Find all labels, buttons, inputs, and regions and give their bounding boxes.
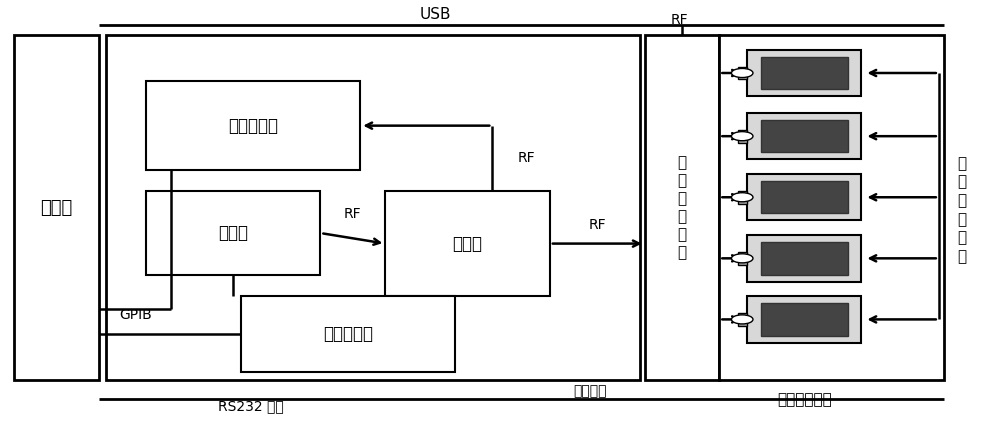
Text: 信号源: 信号源 bbox=[218, 224, 248, 242]
Text: 高低温实验箱: 高低温实验箱 bbox=[777, 392, 832, 407]
Text: GPIB: GPIB bbox=[119, 308, 152, 322]
Circle shape bbox=[731, 193, 753, 202]
Text: 程
控
多
路
开
关: 程 控 多 路 开 关 bbox=[677, 155, 687, 260]
Bar bbox=[738, 67, 747, 79]
Text: 计算机: 计算机 bbox=[41, 199, 73, 217]
Circle shape bbox=[731, 68, 753, 78]
Bar bbox=[747, 235, 861, 282]
Bar bbox=[738, 252, 747, 265]
Bar bbox=[761, 303, 848, 336]
Bar bbox=[241, 296, 455, 372]
Circle shape bbox=[731, 315, 753, 324]
Bar bbox=[385, 191, 550, 296]
Bar bbox=[719, 35, 944, 380]
Text: RF: RF bbox=[671, 13, 688, 27]
Text: USB: USB bbox=[419, 7, 451, 22]
Text: RF: RF bbox=[344, 207, 362, 221]
Bar bbox=[14, 35, 99, 380]
Bar bbox=[738, 130, 747, 142]
Text: 功分器: 功分器 bbox=[453, 234, 483, 253]
Bar bbox=[747, 174, 861, 220]
Bar bbox=[738, 191, 747, 204]
Circle shape bbox=[731, 131, 753, 141]
Bar bbox=[761, 181, 848, 213]
Bar bbox=[761, 120, 848, 152]
Bar bbox=[106, 35, 640, 380]
Text: 补偿功率计: 补偿功率计 bbox=[323, 325, 373, 343]
Bar bbox=[146, 81, 360, 170]
Text: 标准功率计: 标准功率计 bbox=[228, 117, 278, 135]
Text: 多芯电缆: 多芯电缆 bbox=[573, 384, 606, 398]
Bar bbox=[645, 35, 719, 380]
Circle shape bbox=[731, 254, 753, 263]
Bar bbox=[761, 242, 848, 275]
Text: RF: RF bbox=[517, 151, 535, 165]
Text: RF: RF bbox=[588, 218, 606, 232]
Bar bbox=[747, 50, 861, 96]
Text: 微
波
功
率
探
头: 微 波 功 率 探 头 bbox=[957, 156, 966, 264]
Bar bbox=[761, 57, 848, 89]
Bar bbox=[146, 191, 320, 275]
Text: RS232 串口: RS232 串口 bbox=[218, 399, 284, 413]
Bar bbox=[747, 296, 861, 343]
Bar bbox=[738, 313, 747, 326]
Bar bbox=[747, 113, 861, 159]
